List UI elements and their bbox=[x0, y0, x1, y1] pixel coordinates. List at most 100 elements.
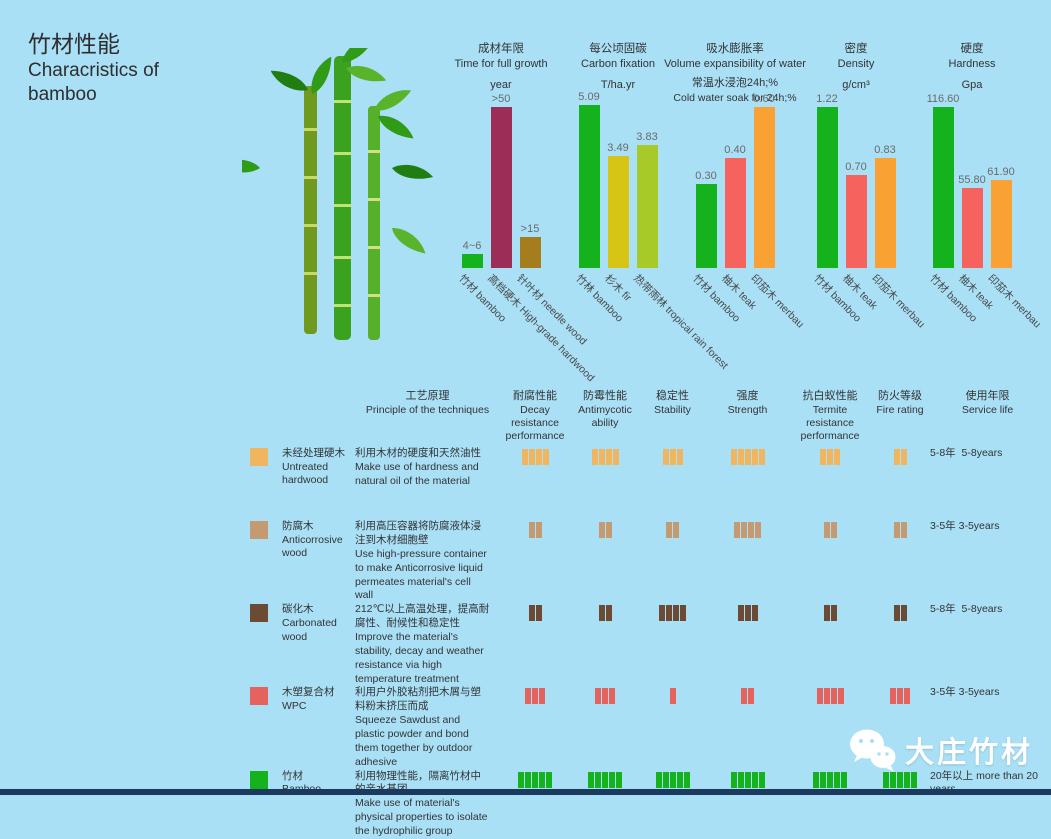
header-antimycotic: 防霉性能 Antimycotic ability bbox=[578, 390, 632, 429]
material-swatch bbox=[250, 604, 268, 623]
rating-antimycotic bbox=[570, 603, 640, 622]
header-stability: 稳定性 Stability bbox=[654, 390, 691, 416]
material-name: 防腐木 Anticorrosive wood bbox=[282, 520, 343, 560]
chart-water-header: 吸水膨胀率 Volume expansibility of water 常温水浸… bbox=[650, 40, 820, 104]
rating-decay bbox=[500, 520, 570, 539]
bar bbox=[724, 158, 746, 268]
bamboo-leaves bbox=[242, 48, 434, 254]
bar-value: 3.49 bbox=[607, 142, 629, 154]
chart-density-header: 密度 Density g/cm³ bbox=[791, 40, 921, 91]
service-life: 5-8年 5-8years bbox=[930, 603, 1003, 616]
bar bbox=[636, 145, 658, 268]
bar-merbau: 0.60 印茄木 merbau bbox=[748, 93, 806, 330]
table-row-wpc: 木塑复合材 WPC 利用户外胶粘剂把木屑与塑料粉末挤压而成 Squeeze Sawd… bbox=[250, 686, 1045, 769]
material-description: 利用物理性能，隔离竹材中的亲水基团Make use of material's … bbox=[355, 769, 488, 838]
header-fire-rating: 防火等级 Fire rating bbox=[876, 390, 924, 416]
material-swatch bbox=[250, 770, 268, 789]
rating-termite bbox=[790, 686, 870, 705]
chart-title-en: Density bbox=[837, 58, 875, 70]
chart-title-en: Volume expansibility of water bbox=[664, 58, 806, 70]
bar bbox=[874, 158, 896, 268]
rating-termite bbox=[790, 447, 870, 466]
bar-value: 0.83 bbox=[874, 144, 896, 156]
rating-stability bbox=[640, 447, 705, 466]
bar-value: 55.80 bbox=[958, 174, 986, 186]
bar-rainforest: 3.83 热带雨林 tropical rain forest bbox=[631, 131, 730, 372]
material-name: 木塑复合材 WPC bbox=[282, 686, 335, 713]
chart-full-growth-header: 成材年限 Time for full growth year bbox=[436, 40, 566, 91]
material-swatch bbox=[250, 521, 268, 540]
bar-teak: 0.70 柚木 teak bbox=[840, 161, 879, 312]
material-name: 碳化木 Carbonated wood bbox=[282, 603, 337, 643]
rating-decay bbox=[500, 603, 570, 622]
bamboo-stalks bbox=[304, 56, 380, 340]
chart-title-zh: 硬度 bbox=[960, 43, 984, 55]
brand-logo: 大庄竹材 bbox=[847, 727, 1033, 773]
rating-fire bbox=[870, 686, 930, 705]
rating-strength bbox=[705, 603, 790, 622]
header-decay-resistance: 耐腐性能 Decay resistance performance bbox=[505, 390, 565, 442]
chart-bars: 116.60 竹材 bamboo 55.80 柚木 teak 61.90 印茄木… bbox=[907, 93, 1043, 330]
service-life: 3-5年 3-5years bbox=[930, 686, 1000, 699]
bar-merbau: 61.90 印茄木 merbau bbox=[985, 166, 1043, 330]
material-description: 利用高压容器将防腐液体浸注到木材细胞壁 Use high-pressure con… bbox=[355, 520, 487, 602]
header-principle: 工艺原理 Principle of the techniques bbox=[365, 390, 490, 416]
bar bbox=[753, 107, 775, 268]
wechat-icon bbox=[849, 729, 896, 772]
bar-value: 3.83 bbox=[636, 131, 658, 143]
material-swatch bbox=[250, 687, 268, 706]
bar-value: 5.09 bbox=[578, 91, 600, 103]
chart-hardness-header: 硬度 Hardness Gpa bbox=[907, 40, 1037, 91]
table-row-bamboo: 竹材Bamboo 利用物理性能，隔离竹材中的亲水基团Make use of ma… bbox=[250, 770, 1045, 839]
bar bbox=[490, 107, 512, 268]
table-row-carbonated-wood: 碳化木 Carbonated wood 212℃以上高温处理，提高耐腐性、耐候性和… bbox=[250, 603, 1045, 686]
bar-merbau: 0.83 印茄木 merbau bbox=[869, 144, 927, 330]
chart-bars: 0.30 竹材 bamboo 0.40 柚木 teak 0.60 印茄木 mer… bbox=[650, 93, 820, 330]
rating-stability bbox=[640, 520, 705, 539]
chart-title-en: Carbon fixation bbox=[581, 58, 655, 70]
rating-antimycotic bbox=[570, 686, 640, 705]
chart-carbon-fixation: 每公顷固碳 Carbon fixation T/ha.yr 5.09 竹林 ba… bbox=[553, 40, 730, 372]
chart-title-zh: 吸水膨胀率 bbox=[706, 43, 764, 55]
bar-value: >50 bbox=[491, 93, 511, 105]
chart-bars: 5.09 竹林 bamboo 3.49 杉木 fir 3.83 热带雨林 tro… bbox=[553, 91, 730, 372]
bar-bamboo: 5.09 竹林 bamboo bbox=[573, 91, 625, 325]
rating-fire bbox=[870, 603, 930, 622]
rating-decay bbox=[500, 686, 570, 705]
bar bbox=[932, 107, 954, 268]
bar-needle-wood: >15 针叶材 needle wood bbox=[514, 223, 589, 347]
rating-strength bbox=[705, 520, 790, 539]
bar-value: 4~6 bbox=[462, 240, 482, 252]
bar bbox=[695, 184, 717, 268]
bar bbox=[578, 105, 600, 268]
chart-title-zh: 密度 bbox=[844, 43, 868, 55]
chart-title-en: Time for full growth bbox=[454, 58, 548, 70]
material-description: 212℃以上高温处理，提高耐腐性、耐候性和稳定性 Improve the mate… bbox=[355, 603, 490, 685]
chart-unit-2: Cold water soak for 24h;% bbox=[673, 92, 797, 104]
rating-stability bbox=[640, 770, 705, 788]
bar-value: >15 bbox=[520, 223, 540, 235]
chart-unit: T/ha.yr bbox=[600, 79, 636, 91]
bar-bamboo: 116.60 竹材 bamboo bbox=[927, 93, 979, 325]
chart-carbon-header: 每公顷固碳 Carbon fixation T/ha.yr bbox=[553, 40, 683, 91]
bar bbox=[816, 107, 838, 268]
bar-value: 0.40 bbox=[724, 144, 746, 156]
chart-full-growth: 成材年限 Time for full growth year 4~6 竹材 ba… bbox=[436, 40, 597, 384]
bar bbox=[607, 156, 629, 268]
rating-fire bbox=[870, 520, 930, 539]
chart-title-zh: 每公顷固碳 bbox=[589, 43, 647, 55]
bamboo-illustration bbox=[242, 48, 434, 340]
rating-fire bbox=[870, 447, 930, 466]
rating-strength bbox=[705, 770, 790, 788]
chart-bars: 4~6 竹材 bamboo >50 高档硬木 High-grade hardwo… bbox=[436, 93, 597, 384]
table-row-untreated-hardwood: 未经处理硬木 Untreated hardwood 利用木材的硬度和天然油性 Mak… bbox=[250, 447, 1045, 520]
rating-termite bbox=[790, 520, 870, 539]
rating-decay bbox=[500, 447, 570, 466]
chart-unit: 常温水浸泡24h;% bbox=[691, 77, 779, 89]
chart-title-en: Hardness bbox=[948, 58, 996, 70]
rating-stability bbox=[640, 603, 705, 622]
page-title: 竹材性能 Characristics of bamboo bbox=[28, 30, 198, 106]
header-termite-resistance: 抗白蚁性能 Termite resistance performance bbox=[800, 390, 860, 442]
chart-title-zh: 成材年限 bbox=[478, 43, 524, 55]
rating-strength bbox=[705, 447, 790, 466]
